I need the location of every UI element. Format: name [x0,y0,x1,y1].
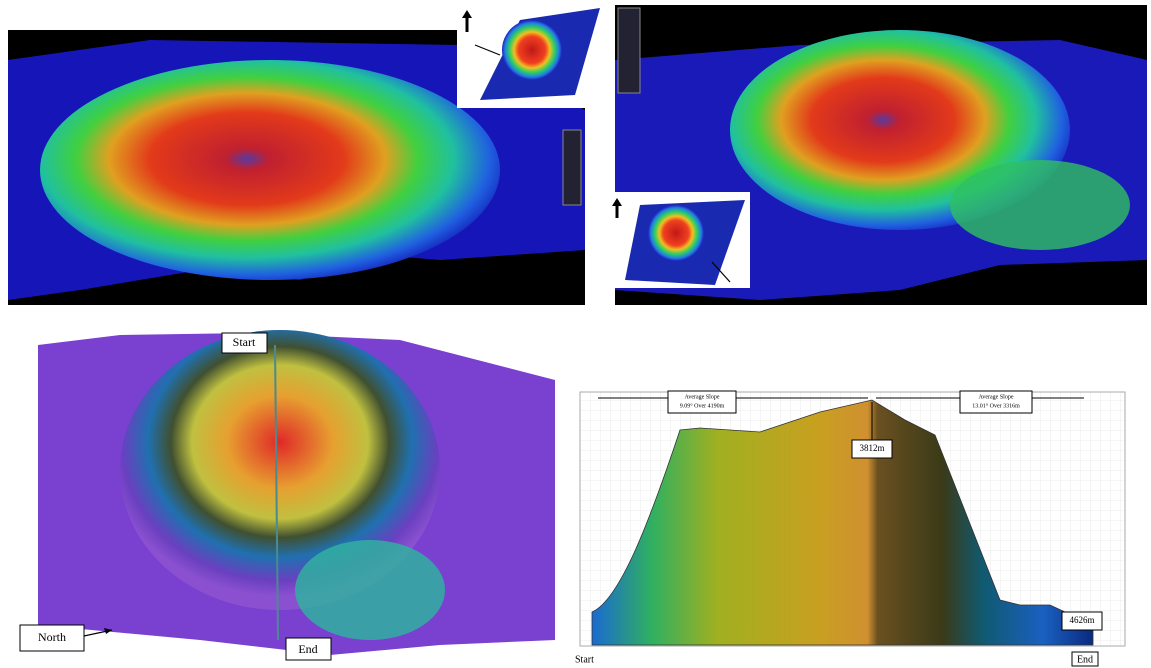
inset-seamount [648,205,704,261]
start-label: Start [233,335,256,349]
end-label: End [298,642,317,656]
plan-view: Start End North [20,330,555,660]
north-label: North [38,630,66,644]
slope-detail: 9.09° Over 4190m [680,402,725,409]
slope-title: Average Slope [978,394,1013,400]
end-depth-label: 4626m [1069,615,1094,625]
profile-start-label: Start [575,654,594,665]
peak-label: 3812m [859,443,884,453]
profile-view: Average Slope 9.09° Over 4190m Average S… [575,391,1125,666]
top-inset-right [612,192,750,288]
flank [295,540,445,640]
inset-seamount [502,20,562,80]
color-legend [618,8,640,93]
slope-detail: 13.01° Over 3316m [972,402,1020,409]
profile-end-label: End [1077,654,1093,665]
color-legend [563,130,581,205]
flank [950,160,1130,250]
top-inset-left [457,5,608,108]
seamount [40,60,500,280]
figure: Start End North Average Slope 9.09° Over… [0,0,1151,668]
slope-title: Average Slope [684,394,719,400]
